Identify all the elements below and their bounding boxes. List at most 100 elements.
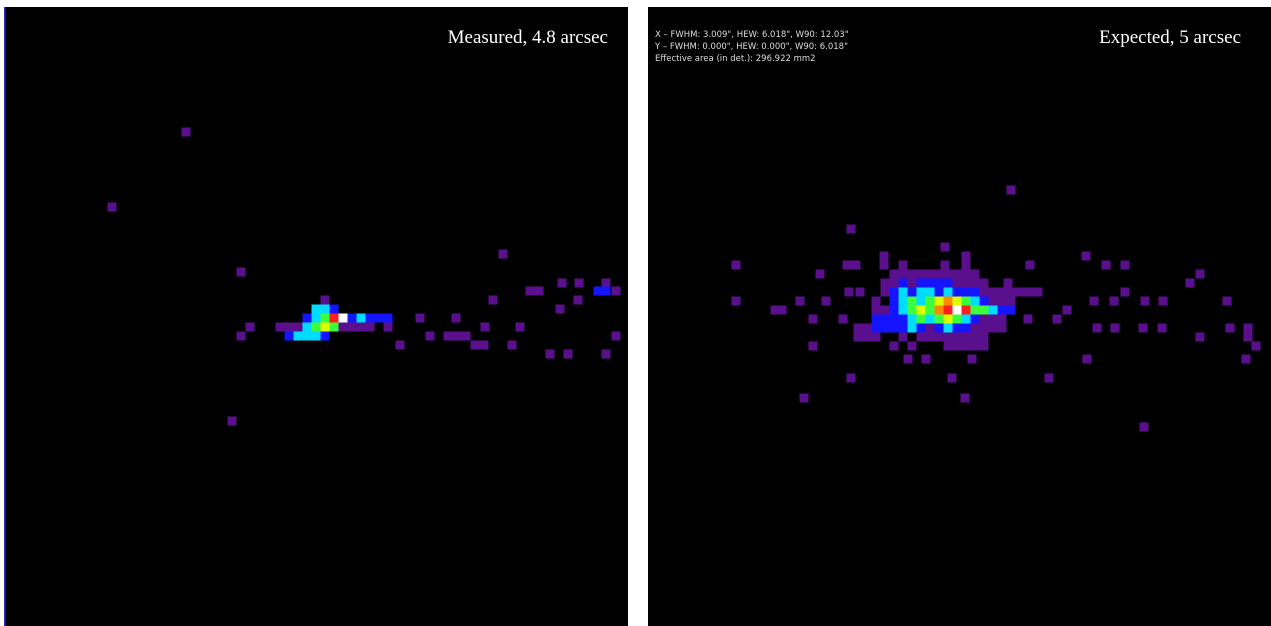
pixel [899, 261, 908, 270]
pixel [574, 296, 583, 305]
pixel [953, 279, 962, 288]
pixel [980, 288, 989, 297]
pixel [926, 288, 935, 297]
pixel [948, 374, 957, 383]
pixel [357, 323, 366, 332]
pixel [1007, 306, 1016, 315]
pixel [998, 288, 1007, 297]
pixel [908, 297, 917, 306]
pixel [881, 324, 890, 333]
pixel [926, 315, 935, 324]
pixel [935, 324, 944, 333]
pixel [452, 314, 461, 323]
pixel [396, 341, 405, 350]
pixel [594, 287, 603, 296]
pixel [1016, 288, 1025, 297]
pixel [917, 288, 926, 297]
pixel [816, 270, 825, 279]
pixel [863, 333, 872, 342]
pixel [556, 305, 565, 314]
pixel [800, 394, 809, 403]
stats-line: Y – FWHM: 0.000", HEW: 0.000", W90: 6.01… [654, 42, 848, 52]
pixel [312, 323, 321, 332]
pixel [917, 324, 926, 333]
pixel [321, 305, 330, 314]
pixel [935, 288, 944, 297]
pixel [962, 324, 971, 333]
pixel [348, 323, 357, 332]
pixel [285, 332, 294, 341]
pixel [294, 332, 303, 341]
pixel [935, 306, 944, 315]
pixel [330, 314, 339, 323]
pixel [612, 287, 621, 296]
pixel [908, 279, 917, 288]
pixel [575, 279, 584, 288]
pixel [917, 306, 926, 315]
pixel [321, 314, 330, 323]
pixel [366, 323, 375, 332]
pixel [228, 417, 237, 426]
pixel [872, 333, 881, 342]
pixel [499, 250, 508, 259]
pixel [843, 261, 852, 270]
pixel [899, 297, 908, 306]
pixel [339, 323, 348, 332]
pixel [899, 333, 908, 342]
pixel [1007, 297, 1016, 306]
pixel [602, 279, 611, 288]
pixel [312, 332, 321, 341]
pixel [312, 314, 321, 323]
pixel [944, 324, 953, 333]
pixel [1007, 186, 1016, 195]
pixel [908, 315, 917, 324]
pixel [989, 288, 998, 297]
pixel [416, 314, 425, 323]
pixel [962, 306, 971, 315]
pixel [872, 324, 881, 333]
pixel [1111, 324, 1120, 333]
pixel [872, 306, 881, 315]
pixel [1053, 315, 1062, 324]
pixel [971, 288, 980, 297]
pixel [881, 306, 890, 315]
pixel [1159, 297, 1168, 306]
pixel [998, 324, 1007, 333]
page: Measured, 4.8 arcsec Expected, 5 arcsec … [0, 0, 1271, 626]
pixel [926, 270, 935, 279]
pixel [971, 306, 980, 315]
pixel [998, 315, 1007, 324]
pixel [917, 315, 926, 324]
pixel [899, 279, 908, 288]
pixel [1226, 324, 1235, 333]
pixel [1140, 423, 1149, 432]
pixel [1093, 324, 1102, 333]
pixel [980, 297, 989, 306]
pixel [108, 203, 117, 212]
pixel [1082, 252, 1091, 261]
panel-edge [4, 7, 6, 626]
pixel [908, 270, 917, 279]
pixel [1025, 288, 1034, 297]
pixel [339, 314, 348, 323]
pixel [890, 288, 899, 297]
pixel [953, 342, 962, 351]
pixel [971, 279, 980, 288]
pixel [1244, 324, 1253, 333]
pixel [357, 314, 366, 323]
figure: Measured, 4.8 arcsec Expected, 5 arcsec … [0, 0, 1271, 626]
pixel [944, 306, 953, 315]
pixel [612, 332, 621, 341]
pixel [941, 261, 950, 270]
pixel [462, 332, 471, 341]
pixel [917, 279, 926, 288]
pixel [546, 350, 555, 359]
pixel [908, 306, 917, 315]
pixel [980, 324, 989, 333]
pixel [1252, 342, 1261, 351]
pixel [1045, 374, 1054, 383]
pixel [732, 261, 741, 270]
pixel [944, 270, 953, 279]
pixel [962, 252, 971, 261]
pixel [953, 270, 962, 279]
